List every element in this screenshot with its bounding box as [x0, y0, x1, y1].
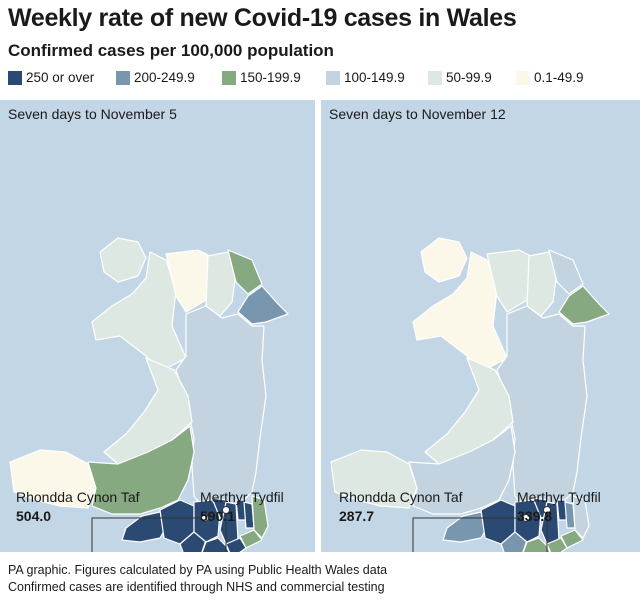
legend-swatch-50-99: [428, 70, 442, 85]
chart-title: Weekly rate of new Covid-19 cases in Wal…: [8, 4, 517, 32]
legend-swatch-250-or-over: [8, 70, 22, 85]
rhondda-value: 287.7: [339, 508, 375, 524]
rhondda-label: Rhondda Cynon Taf: [16, 489, 140, 505]
rhondda-value: 504.0: [16, 508, 52, 524]
region-carmarthenshire: [408, 425, 516, 515]
region-wrexham: [558, 285, 610, 325]
legend: 250 or over 200-249.9 150-199.9 100-149.…: [8, 70, 640, 92]
rhondda-label: Rhondda Cynon Taf: [339, 489, 463, 505]
marker-merthyr: [543, 506, 551, 514]
region-pembrokeshire: [9, 449, 97, 509]
region-monmouthshire: [251, 495, 269, 539]
leader-line-rhondda: [412, 517, 526, 552]
region-flintshire: [227, 249, 263, 295]
wales-map-nov12: [330, 237, 610, 552]
footer: PA graphic. Figures calculated by PA usi…: [8, 562, 387, 596]
leader-line-rhondda: [91, 517, 205, 552]
legend-item: 0.1-49.9: [516, 70, 584, 85]
region-cardiff: [225, 537, 247, 552]
legend-item: 250 or over: [8, 70, 94, 85]
panel-title: Seven days to November 5: [8, 106, 177, 122]
footer-note: Confirmed cases are identified through N…: [8, 580, 385, 594]
region-gwynedd: [91, 251, 187, 373]
merthyr-value: 339.8: [517, 508, 553, 524]
marker-rhondda: [522, 514, 530, 522]
region-monmouthshire: [572, 495, 590, 539]
region-carmarthenshire: [87, 425, 195, 515]
legend-label: 0.1-49.9: [534, 70, 584, 85]
legend-label: 100-149.9: [344, 70, 405, 85]
legend-label: 50-99.9: [446, 70, 492, 85]
region-pembrokeshire: [330, 449, 418, 509]
legend-swatch-100-149: [326, 70, 340, 85]
merthyr-value: 590.1: [200, 508, 236, 524]
legend-item: 200-249.9: [116, 70, 195, 85]
legend-swatch-150-199: [222, 70, 236, 85]
legend-swatch-0-49: [516, 70, 530, 85]
legend-swatch-200-249: [116, 70, 130, 85]
wales-map-nov5: [9, 237, 289, 552]
legend-label: 250 or over: [26, 70, 95, 85]
region-wrexham: [237, 285, 289, 325]
legend-label: 150-199.9: [240, 70, 301, 85]
merthyr-label: Merthyr Tydfil: [200, 489, 284, 505]
map-panel-nov5: Seven days to November 5: [0, 100, 315, 552]
region-gwynedd: [412, 251, 508, 373]
marker-merthyr: [222, 506, 230, 514]
region-anglesey: [420, 237, 468, 283]
region-flintshire: [548, 249, 584, 295]
legend-label: 200-249.9: [134, 70, 195, 85]
legend-item: 50-99.9: [428, 70, 492, 85]
footer-source: PA graphic. Figures calculated by PA usi…: [8, 563, 388, 577]
chart-subtitle: Confirmed cases per 100,000 population: [8, 41, 334, 60]
legend-item: 150-199.9: [222, 70, 301, 85]
panel-title: Seven days to November 12: [329, 106, 506, 122]
region-cardiff: [546, 537, 568, 552]
legend-item: 100-149.9: [326, 70, 405, 85]
map-panel-nov12: Seven days to November 12: [321, 100, 640, 552]
merthyr-label: Merthyr Tydfil: [517, 489, 601, 505]
region-anglesey: [99, 237, 147, 283]
marker-rhondda: [201, 514, 209, 522]
